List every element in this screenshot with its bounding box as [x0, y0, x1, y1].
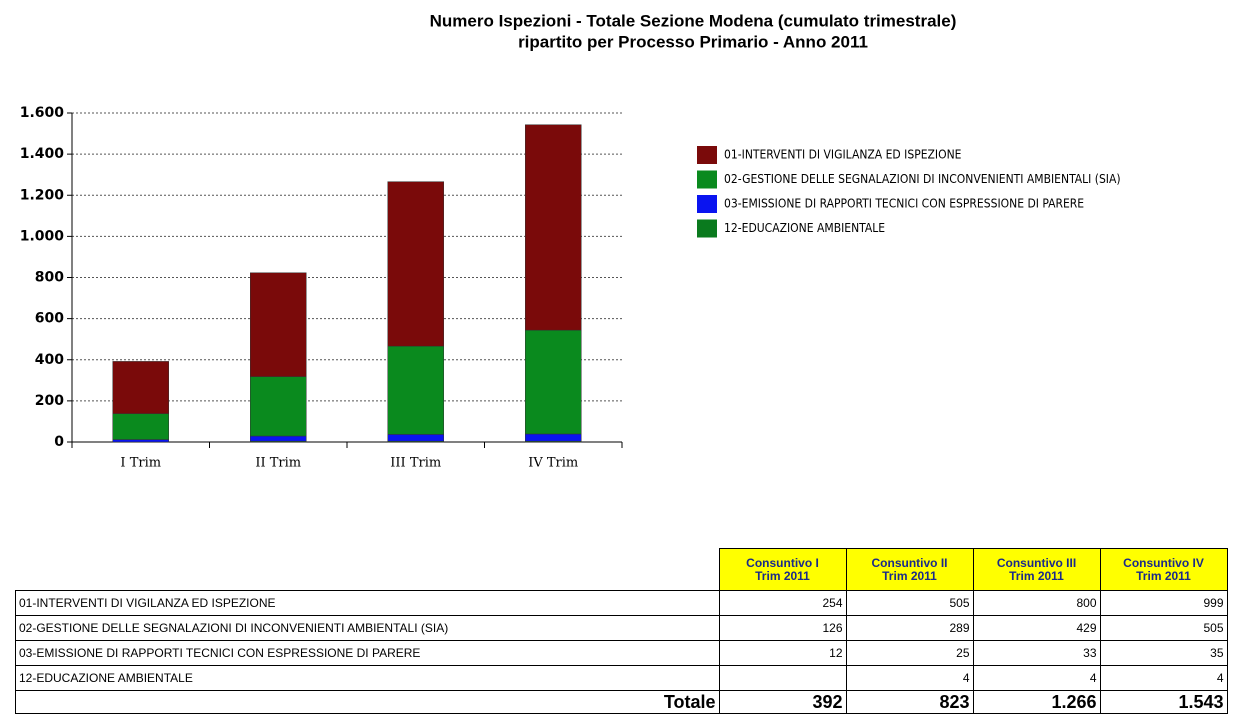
x-tick-label: IV Trim [528, 456, 578, 471]
header-cell: Consuntivo II Trim 2011 [845, 548, 974, 591]
x-tick-label: II Trim [255, 456, 301, 471]
value-cell: 4 [1099, 665, 1228, 691]
legend-label: 12-EDUCAZIONE AMBIENTALE [724, 221, 885, 235]
empty-cell [16, 549, 720, 591]
value-cell: 35 [1099, 640, 1228, 666]
data-table: Consuntivo I Trim 2011 Consuntivo II Trim 2… [15, 548, 1228, 714]
y-tick-label: 1.400 [20, 146, 65, 162]
bar-segment [112, 439, 169, 443]
legend-label: 03-EMISSIONE DI RAPPORTI TECNICI CON ESP… [724, 197, 1084, 211]
total-row: Totale 392 823 1.266 1.543 [15, 690, 1228, 714]
legend-swatch [697, 146, 717, 164]
y-tick-label: 600 [35, 311, 64, 327]
bar-segment [112, 361, 169, 414]
total-cell: 1.266 [972, 690, 1101, 714]
row-label: 02-GESTIONE DELLE SEGNALAZIONI DI INCONV… [15, 615, 720, 641]
total-label: Totale [15, 690, 720, 714]
data-row: 01-INTERVENTI DI VIGILANZA ED ISPEZIONE 2… [15, 590, 1228, 616]
y-tick-label: 800 [35, 270, 64, 286]
chart-title: Numero Ispezioni - Totale Sezione Modena… [430, 11, 957, 30]
header-cell: Consuntivo IV Trim 2011 [1099, 548, 1228, 591]
value-cell: 126 [718, 615, 847, 641]
row-label: 03-EMISSIONE DI RAPPORTI TECNICI CON ESP… [15, 640, 720, 666]
value-cell: 4 [972, 665, 1101, 691]
total-cell: 823 [845, 690, 974, 714]
legend-swatch [697, 219, 717, 238]
value-cell [718, 665, 847, 691]
header-row: Consuntivo I Trim 2011 Consuntivo II Trim 2… [16, 548, 1228, 591]
header-line: Trim 2011 [882, 568, 937, 583]
header-cell: Consuntivo I Trim 2011 [718, 548, 847, 591]
bar-segment [525, 124, 582, 331]
value-cell: 429 [972, 615, 1101, 641]
value-cell: 505 [1099, 615, 1228, 641]
header-line: Trim 2011 [755, 568, 810, 583]
value-cell: 33 [972, 640, 1101, 666]
chart-title: ripartito per Processo Primario - Anno 2… [518, 32, 868, 51]
bar-segment [250, 376, 307, 437]
y-tick-label: 1.600 [20, 105, 65, 121]
legend-label: 02-GESTIONE DELLE SEGNALAZIONI DI INCONV… [724, 172, 1121, 186]
bar-segment [250, 435, 307, 442]
bar-segment [387, 181, 444, 347]
header-line: Consuntivo IV [1123, 555, 1204, 570]
bar-segment [112, 413, 169, 440]
bar-segment [387, 434, 444, 442]
bar-segment [250, 272, 307, 377]
row-label: 01-INTERVENTI DI VIGILANZA ED ISPEZIONE [15, 590, 720, 616]
value-cell: 999 [1099, 590, 1228, 616]
value-cell: 254 [718, 590, 847, 616]
bar-segment [387, 345, 444, 435]
header-cell: Consuntivo III Trim 2011 [972, 548, 1101, 591]
data-row: 02-GESTIONE DELLE SEGNALAZIONI DI INCONV… [15, 615, 1228, 641]
data-row: 12-EDUCAZIONE AMBIENTALE 4 4 4 [15, 665, 1228, 691]
legend-label: 01-INTERVENTI DI VIGILANZA ED ISPEZIONE [724, 148, 962, 162]
value-cell: 25 [845, 640, 974, 666]
bar-segment [525, 433, 582, 442]
row-label: 12-EDUCAZIONE AMBIENTALE [15, 665, 720, 691]
value-cell: 289 [845, 615, 974, 641]
header-line: Consuntivo III [996, 555, 1077, 570]
y-tick-label: 1.200 [20, 187, 65, 203]
header-line: Trim 2011 [1136, 568, 1191, 583]
total-cell: 392 [718, 690, 847, 714]
y-tick-label: 400 [35, 352, 64, 368]
y-tick-label: 1.000 [20, 228, 65, 244]
x-tick-label: III Trim [390, 456, 441, 471]
value-cell: 4 [845, 665, 974, 691]
value-cell: 800 [972, 590, 1101, 616]
chart: Numero Ispezioni - Totale Sezione Modena… [20, 11, 1121, 471]
bar-segment [525, 329, 582, 435]
value-cell: 505 [845, 590, 974, 616]
legend-swatch [697, 170, 717, 189]
header-line: Consuntivo I [746, 555, 819, 570]
header-line: Consuntivo II [871, 555, 948, 570]
legend-swatch [697, 195, 717, 213]
x-tick-label: I Trim [120, 456, 161, 471]
header-line: Trim 2011 [1009, 568, 1064, 583]
total-cell: 1.543 [1099, 690, 1228, 714]
y-tick-label: 200 [35, 393, 64, 409]
data-row: 03-EMISSIONE DI RAPPORTI TECNICI CON ESP… [15, 640, 1228, 666]
y-tick-label: 0 [54, 434, 64, 450]
value-cell: 12 [718, 640, 847, 666]
